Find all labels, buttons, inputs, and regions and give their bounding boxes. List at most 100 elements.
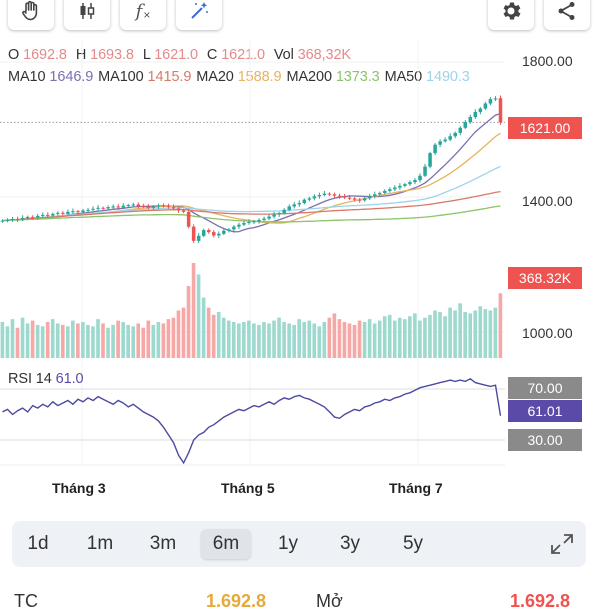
candle-body — [362, 198, 367, 201]
volume-bar — [206, 307, 211, 358]
candle-body — [478, 108, 483, 112]
volume-bar — [101, 323, 105, 358]
volume-bar — [81, 322, 85, 358]
volume-bar — [226, 320, 231, 358]
volume-bar — [382, 316, 387, 358]
volume-bar — [116, 320, 120, 358]
period-selector — [12, 521, 586, 567]
price-chart[interactable] — [0, 0, 600, 520]
volume-bar — [252, 323, 256, 358]
candle-body — [131, 204, 136, 206]
period-1y[interactable]: 1y — [277, 533, 299, 554]
rsi-line — [2, 377, 502, 465]
candle-body — [81, 210, 85, 213]
volume-bar — [20, 317, 25, 358]
volume-bar — [322, 322, 327, 358]
volume-bar — [50, 319, 55, 358]
volume-bar — [221, 317, 226, 358]
settings-button[interactable] — [488, 0, 534, 30]
low-value: 1621.0 — [154, 47, 198, 63]
candle-body — [40, 214, 45, 216]
candle-body — [473, 111, 478, 118]
candle-body — [227, 229, 231, 231]
candle-body — [91, 208, 95, 210]
share-icon — [558, 2, 575, 20]
candle-body — [51, 213, 55, 216]
candle-body — [352, 198, 357, 200]
ma-legend-label: MA100 — [98, 69, 148, 85]
candle-body — [287, 206, 291, 210]
candle-body — [342, 196, 347, 198]
volume-bar — [367, 319, 372, 358]
volume-bar — [493, 307, 498, 358]
candle-body — [5, 219, 10, 221]
hand-icon — [22, 0, 38, 21]
volume-bar — [433, 310, 437, 358]
volume-bar — [35, 324, 40, 358]
indicators-button[interactable]: f × — [120, 0, 166, 30]
candle-body — [292, 204, 297, 207]
candle-body — [498, 98, 503, 123]
candle-body — [383, 190, 387, 193]
period-5y[interactable]: 5y — [402, 533, 424, 554]
footer-open-value: 1.692.8 — [510, 591, 571, 611]
hand-tool-button[interactable] — [8, 0, 54, 30]
ma-line-ma200 — [2, 205, 501, 223]
volume-bar — [171, 317, 176, 358]
ma-line-ma100 — [2, 190, 501, 222]
candle-body — [408, 182, 412, 185]
volume-bar — [0, 322, 5, 358]
volume-bar — [488, 310, 493, 358]
volume-bar — [428, 314, 432, 358]
period-1m[interactable]: 1m — [86, 533, 114, 554]
ma-line-ma20 — [2, 132, 501, 224]
time-tick-thang-7: Tháng 7 — [389, 480, 443, 496]
ma-legend-label: MA200 — [286, 69, 336, 85]
period-6m[interactable]: 6m — [201, 529, 251, 559]
volume-bar — [292, 324, 296, 358]
period-3y[interactable]: 3y — [339, 533, 361, 554]
volume-bar — [463, 311, 467, 358]
candle-body — [101, 207, 105, 209]
candle-body — [15, 218, 20, 220]
candle-body — [46, 214, 50, 216]
volume-bar — [468, 313, 473, 358]
rsi-value-tag: 61.01 — [508, 400, 582, 422]
candle-body — [443, 139, 447, 142]
candle-body — [398, 185, 402, 188]
candle-body — [166, 206, 171, 208]
candle-body — [111, 206, 115, 208]
candle-body — [337, 195, 342, 197]
fullscreen-button[interactable] — [546, 529, 578, 559]
price-tick-1800: 1800.00 — [522, 53, 573, 69]
volume-bar — [317, 326, 322, 358]
volume-bar — [478, 306, 483, 358]
candle-body — [56, 212, 60, 214]
volume-bar — [257, 324, 261, 358]
volume-bar — [40, 326, 45, 358]
rsi-70-tag: 70.00 — [508, 377, 582, 399]
candle-body — [0, 220, 5, 222]
chart-type-button[interactable] — [64, 0, 110, 30]
candle-body — [76, 211, 80, 213]
candle-body — [161, 205, 166, 207]
ma-legend-value: 1373.3 — [335, 69, 380, 85]
high-value: 1693.8 — [90, 47, 134, 63]
period-1d[interactable]: 1d — [27, 533, 49, 554]
gear-icon — [503, 2, 521, 20]
volume-bar — [453, 310, 457, 358]
volume-bar — [362, 322, 367, 358]
candle-body — [176, 208, 181, 211]
volume-bar — [347, 323, 352, 358]
volume-bar — [111, 324, 115, 358]
drawing-tools-button[interactable] — [176, 0, 222, 30]
volume-bar — [357, 320, 362, 358]
candle-body — [96, 207, 100, 209]
volume-bar — [96, 319, 100, 358]
volume-bar — [267, 323, 271, 358]
share-button[interactable] — [544, 0, 590, 30]
candle-body — [272, 214, 276, 217]
candle-body — [312, 196, 317, 199]
candle-body — [201, 230, 206, 236]
period-3m[interactable]: 3m — [149, 533, 177, 554]
